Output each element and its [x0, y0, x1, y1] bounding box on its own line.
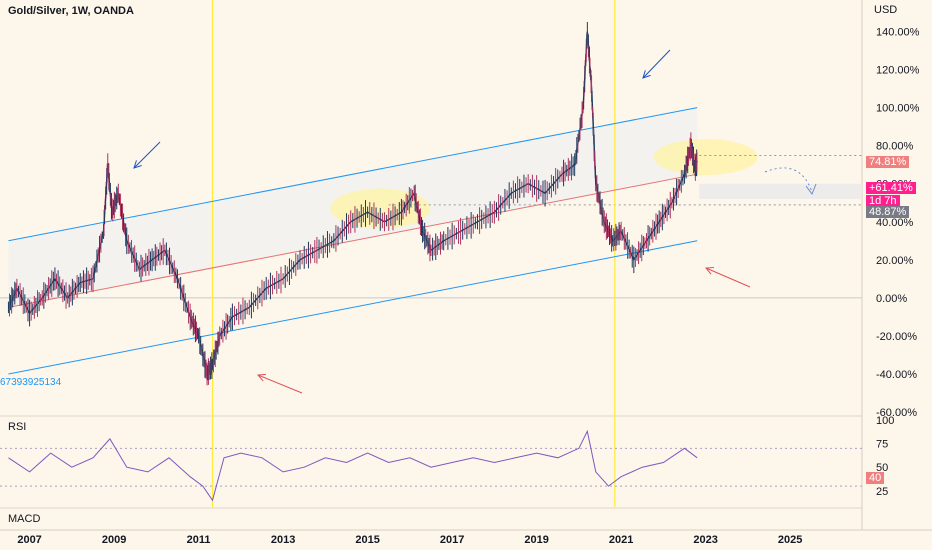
y-axis-tick-label: -20.00%: [876, 331, 917, 343]
y-axis-tick-label: 0.00%: [876, 293, 907, 305]
annotation-arrow: [133, 141, 161, 169]
rsi-line: [8, 429, 698, 502]
annotation-arrow-head: [133, 160, 142, 169]
y-axis-tick-label: 100.00%: [876, 103, 920, 115]
countdown-badge: 1d 7h: [866, 195, 900, 207]
rsi-y-tick-label: 50: [876, 462, 888, 474]
rsi-y-tick-label: 75: [876, 439, 888, 451]
annotation-arrow-head: [704, 266, 715, 275]
rsi-y-tick-label: 25: [876, 486, 888, 498]
channel-anchor-label: 67393925134: [0, 377, 62, 388]
x-axis-tick-label: 2011: [187, 534, 211, 546]
x-axis-tick-label: 2009: [102, 534, 126, 546]
x-axis-tick-label: 2007: [17, 534, 41, 546]
lower-level-badge: 48.87%: [866, 206, 910, 218]
y-axis-tick-label: -60.00%: [876, 407, 917, 419]
y-axis-tick-label: 40.00%: [876, 217, 914, 229]
rsi-value-badge: 40: [866, 472, 885, 484]
x-axis-tick-label: 2013: [271, 534, 295, 546]
y-axis-tick-label: -40.00%: [876, 369, 917, 381]
x-axis-tick-label: 2017: [440, 534, 464, 546]
annotation-arrow: [705, 267, 751, 288]
x-axis-tick-label: 2023: [693, 534, 717, 546]
x-axis-tick-label: 2015: [355, 534, 379, 546]
projection-curve: [764, 167, 813, 193]
chart-title: Gold/Silver, 1W, OANDA: [8, 5, 134, 17]
upper-level-badge: 74.81%: [866, 156, 910, 168]
annotation-arrow: [257, 374, 303, 394]
current-change-badge: +61.41%: [866, 182, 916, 194]
y-axis-tick-label: 140.00%: [876, 27, 920, 39]
channel-lower-line: [8, 240, 698, 375]
highlight-ellipse: [653, 139, 758, 176]
x-axis-tick-label: 2019: [524, 534, 548, 546]
currency-label: USD: [874, 4, 898, 16]
rsi-pane-label: RSI: [8, 421, 27, 433]
channel-middle-line: [8, 173, 698, 308]
macd-pane-label: MACD: [8, 513, 41, 525]
x-axis-tick-label: 2025: [778, 534, 802, 546]
projection-box: [699, 183, 862, 199]
rsi-y-tick-label: 100: [876, 415, 894, 427]
y-axis-tick-label: 20.00%: [876, 255, 914, 267]
projection-curve-head: [805, 183, 817, 196]
y-axis-tick-label: 80.00%: [876, 141, 914, 153]
annotation-arrow-head: [256, 373, 267, 382]
x-axis-tick-label: 2021: [609, 534, 633, 546]
annotation-arrow: [642, 49, 671, 79]
annotation-arrow-head: [642, 70, 651, 79]
y-axis-tick-label: 120.00%: [876, 65, 920, 77]
